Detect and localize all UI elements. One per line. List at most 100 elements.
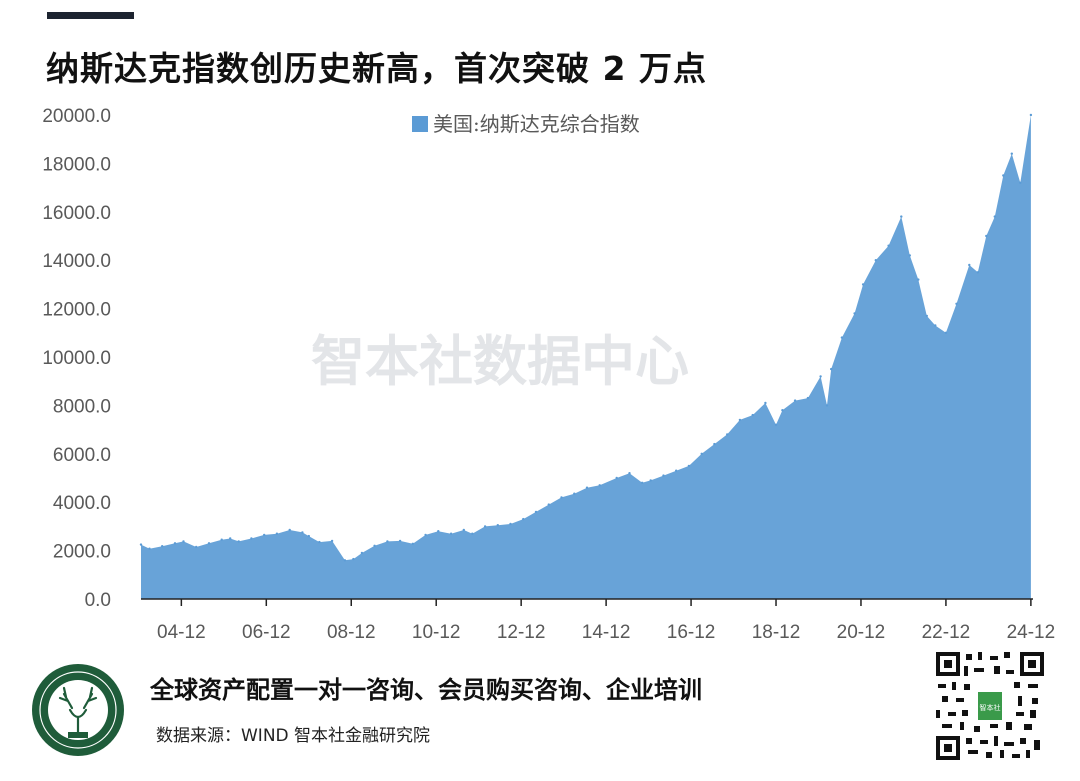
data-point xyxy=(343,559,347,562)
page-title: 纳斯达克指数创历史新高，首次突破 2 万点 xyxy=(46,49,707,88)
data-point xyxy=(250,537,253,540)
deer-logo-icon xyxy=(32,664,124,756)
x-tick-label: 12-12 xyxy=(497,622,546,643)
data-point xyxy=(955,302,958,305)
y-tick-label: 4000.0 xyxy=(53,493,111,514)
data-point xyxy=(522,517,525,521)
data-point xyxy=(1010,152,1013,155)
data-point xyxy=(373,544,376,547)
data-point xyxy=(560,496,563,499)
data-point xyxy=(386,540,389,543)
x-tick-label: 04-12 xyxy=(157,622,206,643)
data-point xyxy=(934,324,937,327)
y-tick-label: 18000.0 xyxy=(42,154,111,175)
data-point xyxy=(573,492,576,495)
data-point xyxy=(449,532,453,535)
footer-title: 全球资产配置一对一咨询、会员购买咨询、企业培训 xyxy=(150,676,702,704)
data-point xyxy=(263,533,266,537)
data-point xyxy=(229,537,232,540)
y-tick-label: 20000.0 xyxy=(42,106,111,127)
data-point xyxy=(411,542,414,545)
y-tick-label: 6000.0 xyxy=(53,445,111,466)
series-area xyxy=(141,115,1031,599)
watermark-text: 智本社数据中心 xyxy=(311,330,689,393)
qr-code-icon: 智本社 xyxy=(934,650,1046,762)
data-point xyxy=(830,367,833,371)
data-point xyxy=(908,254,911,257)
data-point xyxy=(330,539,334,543)
data-point xyxy=(628,472,631,475)
data-point xyxy=(726,433,729,436)
y-tick-label: 2000.0 xyxy=(53,542,111,563)
data-point xyxy=(861,283,865,286)
data-point xyxy=(139,543,143,546)
data-point xyxy=(352,557,355,561)
legend-label: 美国:纳斯达克综合指数 xyxy=(433,112,640,136)
y-tick-label: 16000.0 xyxy=(42,203,111,224)
data-point xyxy=(496,524,499,527)
data-point xyxy=(774,423,778,426)
data-point xyxy=(925,314,928,318)
nasdaq-area-chart: 智本社数据中心 0.0 2000.0 4000.0 6000.0 8000.0 10000.… xyxy=(42,106,1056,643)
y-tick-label: 12000.0 xyxy=(42,300,111,321)
qr-center-label: 智本社 xyxy=(980,703,1001,712)
data-point xyxy=(207,542,211,545)
x-tick-label: 14-12 xyxy=(582,622,631,643)
data-point xyxy=(985,234,988,238)
data-point xyxy=(509,522,512,526)
data-point xyxy=(483,525,487,528)
data-point xyxy=(968,263,971,267)
data-point xyxy=(424,533,427,537)
data-point xyxy=(301,531,304,534)
data-point xyxy=(793,399,797,402)
data-point xyxy=(687,464,691,468)
data-point xyxy=(534,510,538,514)
data-point xyxy=(615,476,618,480)
data-point xyxy=(1002,174,1005,177)
data-point xyxy=(944,331,948,334)
data-point xyxy=(173,542,177,545)
x-tick-label: 06-12 xyxy=(242,622,291,643)
data-point xyxy=(220,538,223,541)
data-point xyxy=(585,486,589,489)
data-point xyxy=(675,469,678,472)
data-point xyxy=(437,530,440,533)
data-point xyxy=(781,409,784,412)
data-point xyxy=(275,532,279,535)
data-point xyxy=(700,452,703,455)
data-point xyxy=(471,532,474,535)
data-point xyxy=(917,278,920,281)
data-point xyxy=(148,547,151,550)
data-point xyxy=(713,442,716,446)
data-point xyxy=(182,540,185,543)
data-point xyxy=(1019,181,1022,184)
x-tick-label: 24-12 xyxy=(1007,622,1056,643)
x-tick-label: 22-12 xyxy=(922,622,971,643)
data-point xyxy=(900,215,903,218)
data-point xyxy=(598,484,601,487)
data-point xyxy=(662,474,665,477)
x-tick-label: 18-12 xyxy=(752,622,801,643)
data-point xyxy=(649,479,652,482)
data-point xyxy=(288,528,291,532)
x-tick-label: 08-12 xyxy=(327,622,376,643)
data-point xyxy=(318,540,321,544)
data-point xyxy=(819,375,822,378)
data-point xyxy=(462,528,465,532)
y-tick-label: 8000.0 xyxy=(53,396,111,417)
data-point xyxy=(840,336,844,339)
x-tick-label: 10-12 xyxy=(412,622,461,643)
y-tick-label: 10000.0 xyxy=(42,348,111,369)
data-point xyxy=(825,404,829,407)
header-accent-bar xyxy=(47,12,134,19)
y-tick-label: 0.0 xyxy=(85,590,111,611)
data-point xyxy=(874,259,877,262)
x-tick-label: 20-12 xyxy=(837,622,886,643)
x-tick-label: 16-12 xyxy=(667,622,716,643)
data-point xyxy=(764,401,767,405)
data-point xyxy=(307,534,310,538)
legend-swatch xyxy=(412,116,428,132)
data-point xyxy=(161,545,164,548)
data-point xyxy=(738,418,742,422)
data-point xyxy=(887,244,890,247)
